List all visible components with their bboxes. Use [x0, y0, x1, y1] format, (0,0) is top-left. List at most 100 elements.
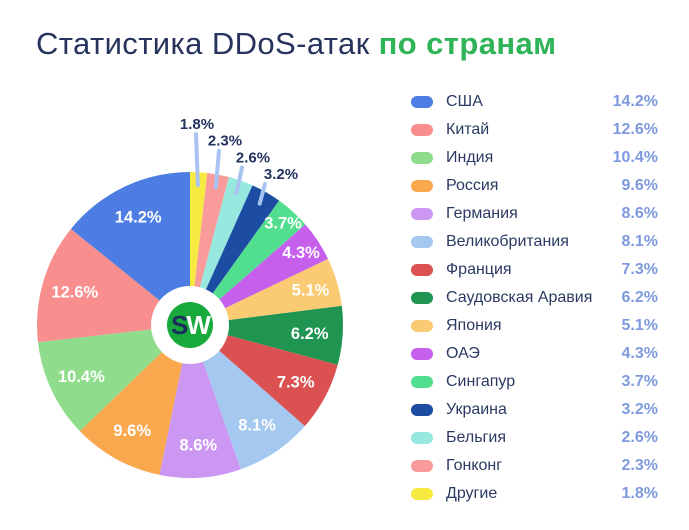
legend-value: 8.1%: [621, 233, 658, 250]
legend-value: 3.7%: [621, 373, 658, 390]
pie-slice: [159, 325, 241, 479]
pie-slice-label: 4.3%: [282, 244, 320, 262]
legend-item: Россия 9.6%: [411, 172, 658, 200]
legend-swatch: [411, 348, 433, 360]
legend-label: Сингапур: [446, 373, 516, 390]
pie-slice: [190, 177, 253, 325]
legend-value: 4.3%: [621, 345, 658, 362]
legend-swatch: [411, 264, 433, 276]
pie-slice-label: 7.3%: [277, 374, 315, 392]
pie-slice-label: 8.1%: [238, 416, 276, 434]
pie-slice: [37, 228, 190, 343]
legend-label: Великобритания: [446, 233, 569, 250]
legend-value: 3.2%: [621, 401, 658, 418]
pie-slice-label: 10.4%: [58, 368, 105, 386]
pie-callout-label: 1.8%: [180, 116, 214, 133]
title-accent: по странам: [378, 26, 557, 61]
legend-swatch: [411, 432, 433, 444]
legend-label: Япония: [446, 317, 502, 334]
legend-swatch: [411, 376, 433, 388]
legend: США 14.2% Китай 12.6% Индия 10.4% Россия 9.6% Ге…: [411, 88, 658, 508]
legend-value: 8.6%: [621, 205, 658, 222]
pie-slice: [79, 325, 190, 475]
legend-swatch: [411, 488, 433, 500]
legend-item: США 14.2%: [411, 88, 658, 116]
pie-callout-line: [257, 182, 267, 206]
pie-slice: [70, 172, 190, 325]
legend-item: Индия 10.4%: [411, 144, 658, 172]
pie-callout-line: [234, 165, 244, 195]
legend-value: 2.6%: [621, 429, 658, 446]
legend-item: Германия 8.6%: [411, 200, 658, 228]
legend-value: 9.6%: [621, 177, 658, 194]
pie-slice-label: 9.6%: [113, 422, 151, 440]
legend-value: 10.4%: [612, 149, 658, 166]
sw-logo-text: SW: [171, 310, 211, 340]
sw-logo-circle: [167, 302, 213, 348]
pie-callout-label: 2.3%: [208, 133, 242, 150]
legend-swatch: [411, 152, 433, 164]
pie-slice-label: 6.2%: [291, 325, 329, 343]
legend-item: Другие 1.8%: [411, 480, 658, 508]
page-title: Статистика DDoS-атак по странам: [36, 26, 556, 62]
pie-slice: [190, 325, 305, 470]
legend-label: Саудовская Аравия: [446, 289, 593, 306]
pie-slice-label: 12.6%: [51, 283, 98, 301]
legend-value: 12.6%: [612, 121, 658, 138]
legend-label: ОАЭ: [446, 345, 480, 362]
legend-swatch: [411, 236, 433, 248]
legend-label: США: [446, 93, 483, 110]
legend-value: 7.3%: [621, 261, 658, 278]
pie-slice: [190, 325, 338, 427]
pie-callout-line: [213, 148, 221, 190]
legend-item: Саудовская Аравия 6.2%: [411, 284, 658, 312]
legend-item: Япония 5.1%: [411, 312, 658, 340]
pie-slice: [190, 172, 229, 325]
legend-item: Китай 12.6%: [411, 116, 658, 144]
pie-slice: [190, 185, 280, 325]
legend-label: Китай: [446, 121, 490, 138]
legend-label: Украина: [446, 401, 507, 418]
legend-swatch: [411, 180, 433, 192]
pie-callout-line: [194, 132, 200, 188]
legend-label: Гонконг: [446, 457, 503, 474]
legend-value: 6.2%: [621, 289, 658, 306]
legend-swatch: [411, 208, 433, 220]
legend-label: Бельгия: [446, 429, 506, 446]
pie-slice: [190, 200, 306, 325]
legend-item: Сингапур 3.7%: [411, 368, 658, 396]
legend-swatch: [411, 124, 433, 136]
legend-item: ОАЭ 4.3%: [411, 340, 658, 368]
legend-item: Великобритания 8.1%: [411, 228, 658, 256]
legend-swatch: [411, 96, 433, 108]
legend-value: 1.8%: [621, 485, 658, 502]
legend-swatch: [411, 460, 433, 472]
legend-item: Украина 3.2%: [411, 396, 658, 424]
legend-label: Индия: [446, 149, 494, 166]
legend-label: Франция: [446, 261, 512, 278]
legend-swatch: [411, 292, 433, 304]
legend-label: Другие: [446, 485, 498, 502]
pie-slice: [190, 258, 342, 325]
pie-slice-label: 14.2%: [115, 209, 162, 227]
pie-callout-label: 3.2%: [264, 166, 298, 183]
legend-item: Гонконг 2.3%: [411, 452, 658, 480]
pie-slice-label: 5.1%: [292, 281, 330, 299]
legend-item: Франция 7.3%: [411, 256, 658, 284]
pie-slice-label: 3.7%: [264, 215, 302, 233]
legend-item: Бельгия 2.6%: [411, 424, 658, 452]
legend-label: Германия: [446, 205, 518, 222]
legend-value: 5.1%: [621, 317, 658, 334]
title-main: Статистика DDoS-атак: [36, 26, 370, 61]
legend-label: Россия: [446, 177, 499, 194]
pie-callout-label: 2.6%: [236, 149, 270, 166]
pie-slice: [190, 224, 329, 325]
pie-chart: 1.8%2.3%2.6%3.2% 3.7% 4.3% 5.1% 6.2% 7.3% 8.1%…: [37, 116, 343, 479]
pie-slice: [37, 325, 191, 432]
legend-swatch: [411, 320, 433, 332]
legend-swatch: [411, 404, 433, 416]
legend-value: 14.2%: [612, 93, 658, 110]
legend-value: 2.3%: [621, 457, 658, 474]
pie-slice-label: 8.6%: [179, 437, 217, 455]
